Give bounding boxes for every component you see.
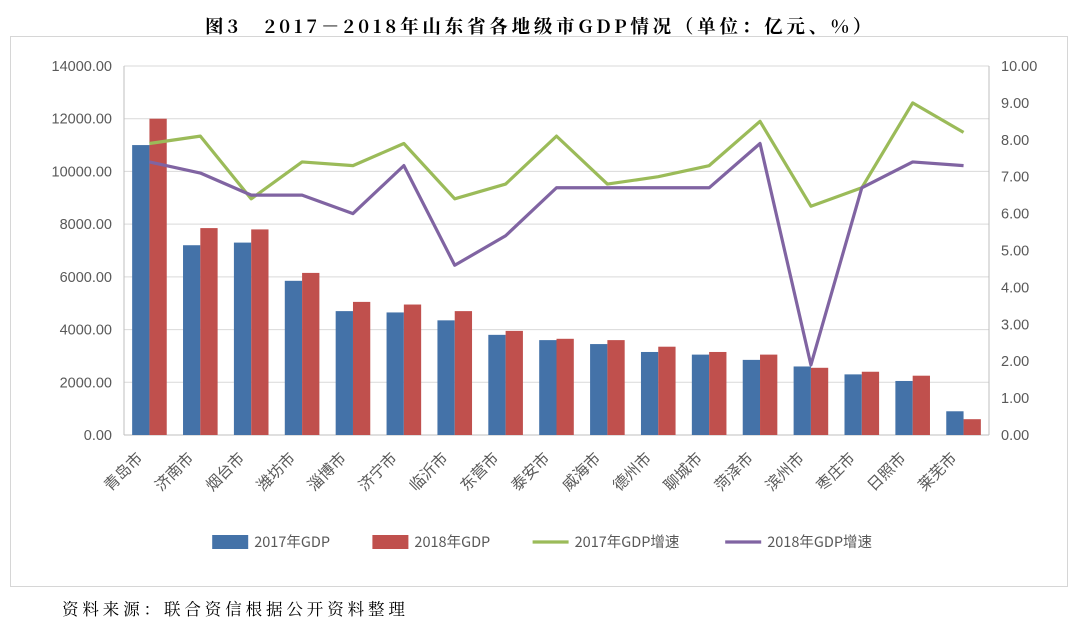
- svg-text:青岛市: 青岛市: [99, 447, 147, 495]
- svg-text:济宁市: 济宁市: [353, 447, 401, 495]
- svg-text:7.00: 7.00: [1001, 170, 1029, 186]
- svg-text:枣庄市: 枣庄市: [811, 447, 859, 495]
- svg-text:12000.00: 12000.00: [52, 112, 112, 128]
- svg-text:2018年GDP增速: 2018年GDP增速: [767, 531, 872, 552]
- svg-text:烟台市: 烟台市: [200, 447, 248, 495]
- svg-text:0.00: 0.00: [84, 428, 112, 444]
- svg-text:8.00: 8.00: [1001, 133, 1029, 149]
- svg-text:2018年GDP: 2018年GDP: [414, 531, 490, 552]
- svg-text:6.00: 6.00: [1001, 207, 1029, 223]
- svg-text:2017年GDP增速: 2017年GDP增速: [575, 531, 680, 552]
- svg-text:8000.00: 8000.00: [60, 217, 112, 233]
- svg-text:济南市: 济南市: [149, 447, 197, 495]
- svg-text:0.00: 0.00: [1001, 428, 1029, 444]
- svg-text:威海市: 威海市: [556, 447, 604, 495]
- svg-text:日照市: 日照市: [862, 447, 910, 495]
- svg-text:2017年GDP: 2017年GDP: [254, 531, 330, 552]
- svg-text:聊城市: 聊城市: [658, 447, 706, 495]
- svg-text:4.00: 4.00: [1001, 280, 1029, 296]
- svg-text:东营市: 东营市: [455, 447, 503, 495]
- svg-text:莱芜市: 莱芜市: [913, 447, 961, 495]
- svg-text:菏泽市: 菏泽市: [709, 447, 757, 495]
- svg-text:临沂市: 临沂市: [404, 447, 452, 495]
- svg-text:2.00: 2.00: [1001, 354, 1029, 370]
- svg-text:德州市: 德州市: [607, 447, 655, 495]
- svg-text:2000.00: 2000.00: [60, 375, 112, 391]
- svg-text:滨州市: 滨州市: [760, 447, 808, 495]
- svg-text:10000.00: 10000.00: [52, 164, 112, 180]
- svg-text:10.00: 10.00: [1001, 59, 1037, 75]
- svg-text:潍坊市: 潍坊市: [251, 447, 299, 495]
- svg-text:6000.00: 6000.00: [60, 270, 112, 286]
- svg-text:4000.00: 4000.00: [60, 323, 112, 339]
- svg-text:3.00: 3.00: [1001, 317, 1029, 333]
- svg-text:泰安市: 泰安市: [506, 447, 554, 495]
- svg-text:1.00: 1.00: [1001, 391, 1029, 407]
- svg-text:14000.00: 14000.00: [52, 59, 112, 75]
- svg-text:9.00: 9.00: [1001, 96, 1029, 112]
- svg-text:5.00: 5.00: [1001, 244, 1029, 260]
- svg-text:淄博市: 淄博市: [302, 447, 350, 495]
